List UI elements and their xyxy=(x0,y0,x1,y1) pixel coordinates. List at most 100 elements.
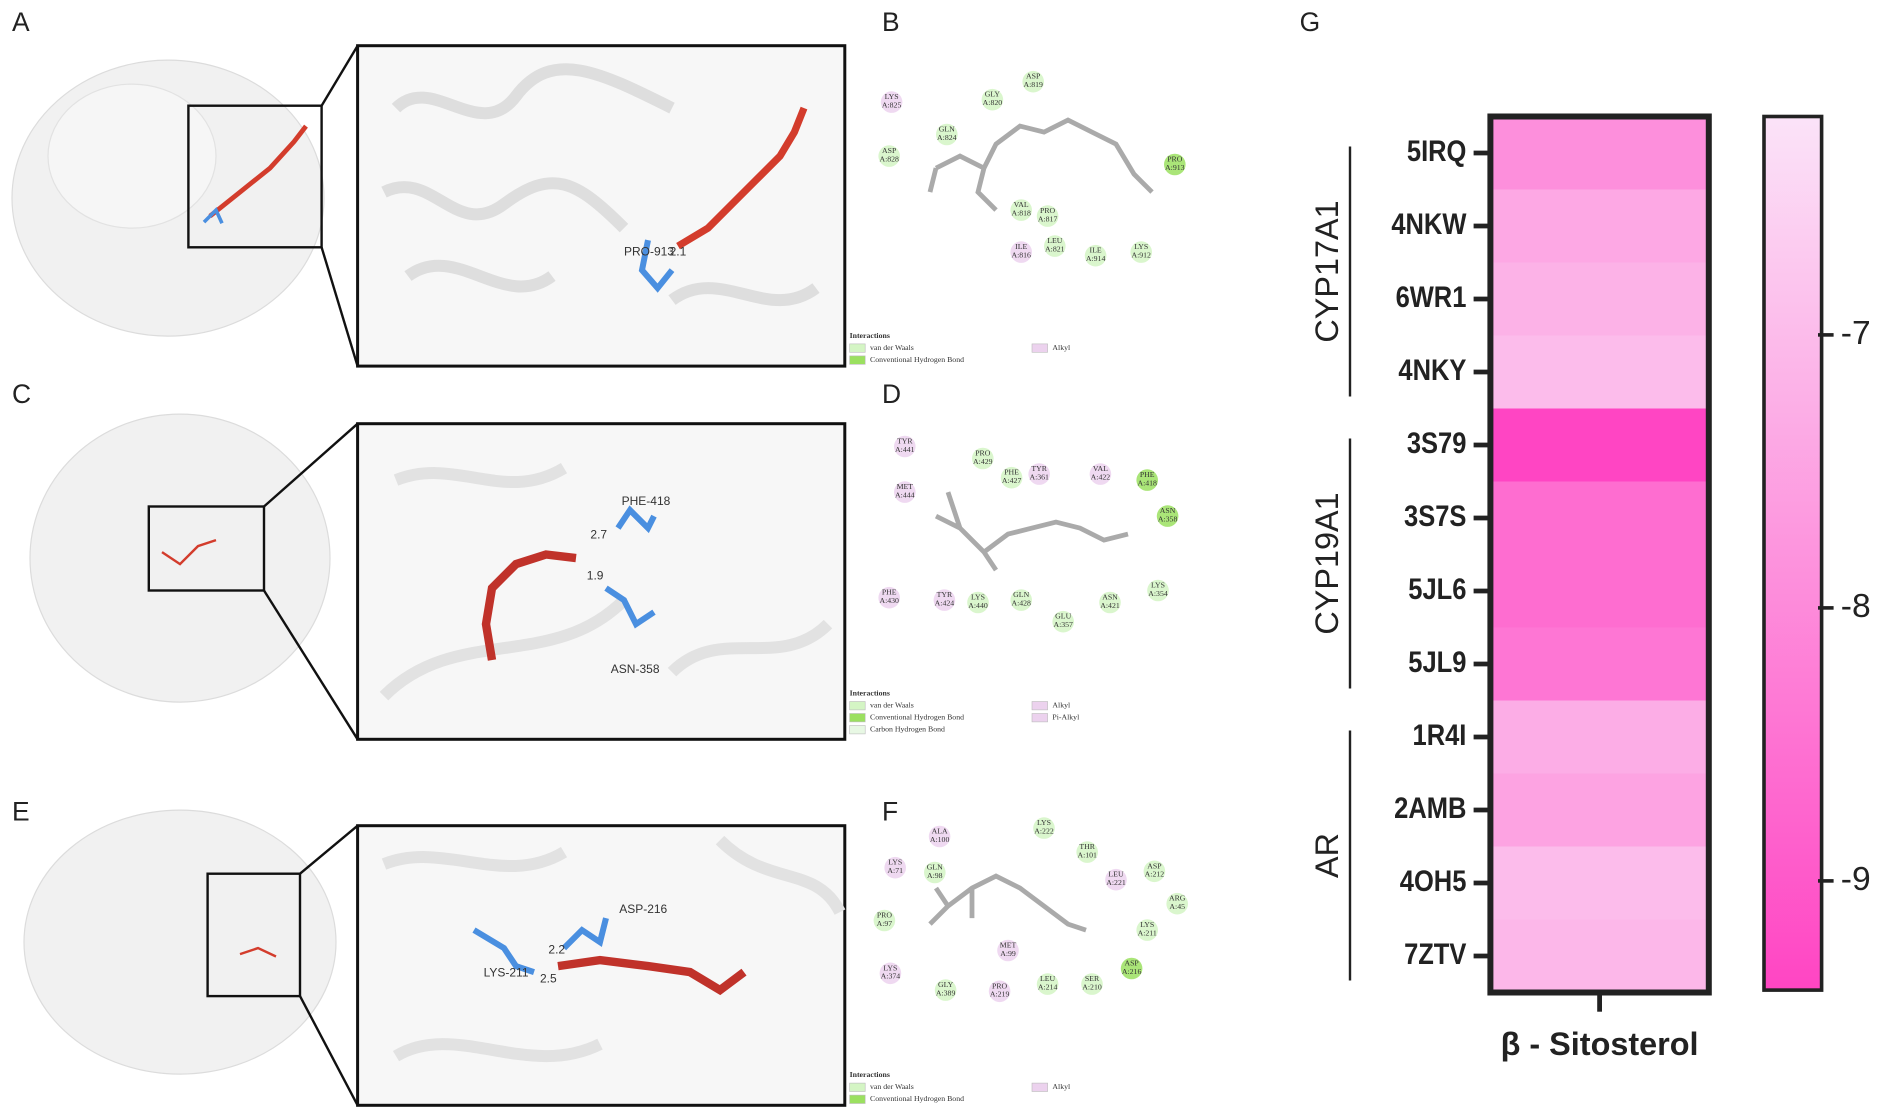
residue-id: A:820 xyxy=(983,98,1003,107)
residue-name: PRO xyxy=(992,981,1008,990)
residue-name: ASP xyxy=(1124,958,1139,967)
residue-id: A:222 xyxy=(1034,826,1054,835)
residue xyxy=(561,917,609,951)
row-label: 3S7S xyxy=(1404,499,1466,532)
residue-id: A:361 xyxy=(1029,472,1049,481)
residue-name: LYS xyxy=(971,592,985,601)
residue-name: ALA xyxy=(932,826,948,835)
legend-swatch xyxy=(849,343,866,353)
residue-node xyxy=(1143,860,1166,883)
residue-id: A:97 xyxy=(877,919,893,928)
residue-node xyxy=(928,825,951,848)
residue-node xyxy=(1166,892,1188,915)
residue-node xyxy=(936,123,958,146)
connector xyxy=(320,45,359,107)
colorbar-tick-label: -8 xyxy=(1841,588,1871,625)
helix xyxy=(381,835,846,1063)
residue-name: SER xyxy=(1085,974,1100,983)
residue-id: A:101 xyxy=(1077,850,1097,859)
legend-swatch xyxy=(1031,343,1048,353)
panel-letter: B xyxy=(882,7,900,37)
zoom-box xyxy=(187,104,323,249)
residue-id: A:99 xyxy=(1000,949,1016,958)
residue-name: ILE xyxy=(1015,242,1027,251)
residue-name: TYR xyxy=(937,590,953,599)
molecular-panels xyxy=(11,44,1154,1107)
legend-label: Conventional Hydrogen Bond xyxy=(870,355,964,364)
residue-node xyxy=(1147,579,1169,602)
residue-id: A:824 xyxy=(937,133,957,142)
residue-name: PRO xyxy=(877,910,893,919)
residue-name: ASP xyxy=(882,146,897,155)
group-label: CYP19A1 xyxy=(1309,492,1345,634)
legend-label: Carbon Hydrogen Bond xyxy=(870,724,945,733)
heatmap-cell xyxy=(1490,554,1709,629)
residue-id: A:374 xyxy=(881,972,901,981)
residue-name: LEU xyxy=(1108,870,1124,879)
residue-id: A:427 xyxy=(1002,476,1022,485)
residue-id: A:440 xyxy=(968,601,988,610)
ligand xyxy=(557,955,747,996)
residue-name: LYS xyxy=(1037,818,1051,827)
zoom-box xyxy=(147,505,266,592)
residue-node xyxy=(1136,919,1158,941)
group-label: CYP17A1 xyxy=(1309,200,1345,342)
residue-label: PRO-913 xyxy=(624,244,674,258)
residue-id: A:825 xyxy=(882,100,902,109)
residue xyxy=(472,927,535,975)
legend-label: Alkyl xyxy=(1052,1082,1071,1091)
residue-label: ASN-358 xyxy=(611,662,660,676)
legend-swatch xyxy=(849,1082,866,1092)
residue-id: A:913 xyxy=(1165,163,1185,172)
residue-id: A:216 xyxy=(1122,967,1142,976)
legend-label: van der Waals xyxy=(870,700,914,709)
protein-surface xyxy=(47,83,217,229)
residue-name: PRO xyxy=(1167,154,1183,163)
heatmap-cell xyxy=(1490,846,1709,921)
residue-name: GLY xyxy=(938,980,954,989)
panel-letter: G xyxy=(1300,7,1321,37)
residue-node xyxy=(997,939,1019,962)
colorbar-tick-label: -7 xyxy=(1841,315,1871,352)
residue-id: A:212 xyxy=(1145,870,1165,879)
residue-id: A:45 xyxy=(1169,902,1185,911)
residue-node xyxy=(1036,205,1059,227)
residue-name: LYS xyxy=(888,858,902,867)
residue-name: LYS xyxy=(883,963,897,972)
residue-id: A:821 xyxy=(1045,244,1065,253)
residue-id: A:912 xyxy=(1131,250,1151,259)
residue-node xyxy=(1010,199,1032,221)
colorbar-tick-label: -9 xyxy=(1841,861,1871,898)
row-label: 1R4I xyxy=(1413,718,1467,751)
connector xyxy=(298,995,359,1106)
ligand xyxy=(208,124,308,218)
residue-node xyxy=(1156,505,1179,527)
legend-swatch xyxy=(1031,1082,1048,1092)
residue-node xyxy=(880,91,903,113)
residue-id: A:819 xyxy=(1023,80,1043,89)
connector xyxy=(320,246,359,367)
residue-name: GLY xyxy=(985,90,1001,99)
helix xyxy=(379,462,833,701)
ligand-2d xyxy=(928,873,1087,933)
residue-id: A:430 xyxy=(879,596,899,605)
residue-id: A:444 xyxy=(895,490,915,499)
residue-id: A:221 xyxy=(1106,878,1126,887)
residue-id: A:817 xyxy=(1038,214,1058,223)
residue-name: LYS xyxy=(885,92,899,101)
heatmap-cell xyxy=(1490,627,1709,702)
helix xyxy=(381,63,820,307)
residue-node xyxy=(967,591,989,614)
residue-id: A:441 xyxy=(895,445,915,454)
legend-title: Interactions xyxy=(850,331,890,340)
residue-id: A:424 xyxy=(935,598,955,607)
legend-label: Alkyl xyxy=(1052,343,1071,352)
residue-label: 2.1 xyxy=(670,244,687,258)
residue-id: A:914 xyxy=(1086,254,1106,263)
residue-name: PHE xyxy=(1140,470,1155,479)
ligand xyxy=(239,946,277,958)
heatmap-cell xyxy=(1490,335,1709,410)
row-label: 2AMB xyxy=(1394,791,1466,824)
